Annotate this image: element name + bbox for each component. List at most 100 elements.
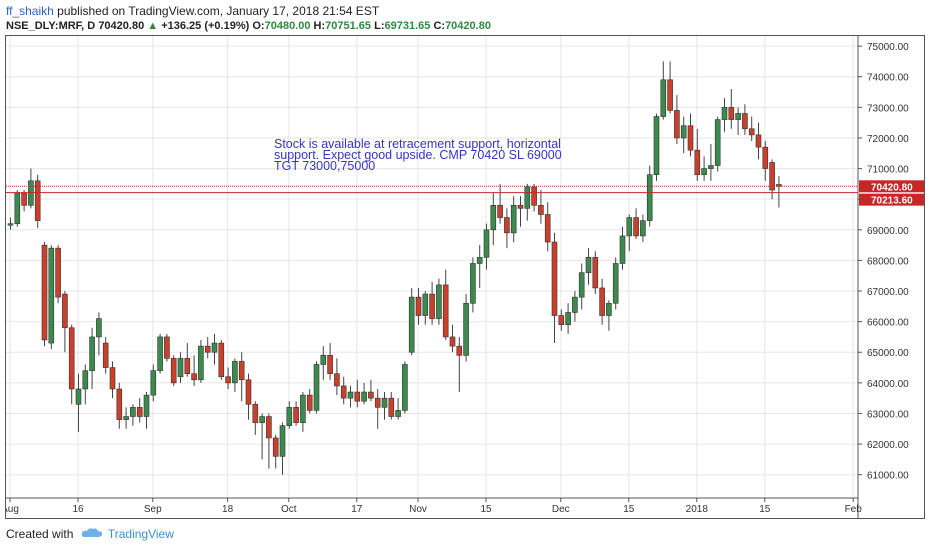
tradingview-brand-link[interactable]: TradingView xyxy=(107,527,174,541)
candle xyxy=(218,340,225,380)
candle-body xyxy=(21,192,27,206)
candle-body xyxy=(259,416,265,423)
candle xyxy=(504,208,510,249)
author-link[interactable]: ff_shaikh xyxy=(6,4,54,18)
candle xyxy=(429,281,435,325)
time-tick-label: Dec xyxy=(552,504,570,515)
symbol-name[interactable]: NSE_DLY:MRF, D xyxy=(6,20,96,32)
candle xyxy=(232,358,238,393)
candle xyxy=(572,291,578,322)
candle-body xyxy=(170,358,177,384)
price-tick-label: 68000.00 xyxy=(867,256,909,267)
candle-body xyxy=(463,302,469,356)
price-tick-label: 69000.00 xyxy=(867,226,909,237)
candle xyxy=(708,144,714,181)
price-tick-label: 72000.00 xyxy=(867,134,909,145)
candle xyxy=(354,379,361,408)
time-tick-label: 18 xyxy=(222,504,234,515)
candle xyxy=(89,327,95,389)
candle-body xyxy=(293,407,299,423)
candle xyxy=(143,392,150,429)
candle xyxy=(402,361,408,414)
annotation-line: support. Expect good upside. CMP 70420 S… xyxy=(274,148,562,162)
candle xyxy=(361,382,367,405)
candle xyxy=(517,196,524,227)
candle xyxy=(327,343,333,380)
candle-body xyxy=(266,416,272,439)
candle xyxy=(422,291,429,325)
open-label: O: xyxy=(252,20,265,32)
created-with-text: Created with xyxy=(6,527,74,541)
up-arrow-icon: ▲ xyxy=(147,20,159,32)
candle xyxy=(116,382,123,429)
price-lines xyxy=(6,185,858,194)
candle xyxy=(388,392,395,420)
candle xyxy=(279,422,286,475)
candle xyxy=(272,434,279,469)
candle-body xyxy=(748,128,755,136)
candle xyxy=(75,373,82,432)
candle xyxy=(374,388,381,429)
price-tick-label: 61000.00 xyxy=(867,471,909,482)
candle xyxy=(565,303,571,334)
chart-pane[interactable]: 75000.00 74000.00 73000.00 72000.00 71000.00… xyxy=(5,35,925,519)
candle xyxy=(660,61,667,120)
candle xyxy=(28,168,34,209)
candle xyxy=(48,245,55,350)
candle-body xyxy=(388,397,395,417)
candle-body xyxy=(415,296,422,316)
price-tick-label: 74000.00 xyxy=(867,73,909,84)
high-label: H: xyxy=(313,20,326,32)
candle xyxy=(490,193,497,246)
price-tag xyxy=(859,193,924,206)
candle-body xyxy=(619,235,626,264)
candle xyxy=(62,291,68,353)
candle xyxy=(646,165,653,227)
candle-body xyxy=(102,342,109,368)
candle xyxy=(395,398,401,420)
candle-body xyxy=(89,336,95,371)
candle xyxy=(96,312,102,356)
candle xyxy=(306,388,313,414)
candle-body xyxy=(238,361,245,381)
candle xyxy=(266,413,272,469)
candle-body xyxy=(408,296,415,353)
candle-body xyxy=(300,394,306,423)
candle-body xyxy=(62,293,68,329)
annotation-line: Stock is available at retracement suppor… xyxy=(274,137,561,151)
candle xyxy=(551,232,558,344)
chart-annotation[interactable]: Stock is available at retracement suppor… xyxy=(274,137,562,173)
candle xyxy=(599,278,605,325)
close-label: C: xyxy=(433,20,446,32)
candlestick-chart[interactable]: 75000.00 74000.00 73000.00 72000.00 71000.00… xyxy=(6,36,924,518)
candle-body xyxy=(136,407,143,417)
candle-body xyxy=(286,407,293,427)
candle-body xyxy=(41,244,48,341)
candle-body xyxy=(279,425,286,457)
candle-body xyxy=(694,149,701,175)
candle-body xyxy=(7,223,14,226)
candle xyxy=(123,407,129,429)
candle-body xyxy=(68,327,75,390)
candle-body xyxy=(109,367,116,390)
candle xyxy=(585,248,592,285)
candle xyxy=(701,156,707,181)
candle-body xyxy=(742,113,748,130)
candle xyxy=(483,223,490,270)
candle xyxy=(7,217,14,230)
candle-body xyxy=(157,336,163,371)
annotation-line: TGT 73000,75000 xyxy=(274,159,375,173)
candle xyxy=(742,104,748,135)
price-change: +136.25 (+0.19%) xyxy=(161,20,250,32)
candle-body xyxy=(14,192,21,224)
candle xyxy=(776,176,782,208)
publish-bar: ff_shaikh published on TradingView.com, … xyxy=(6,4,379,18)
candle-body xyxy=(442,284,449,338)
candle xyxy=(463,294,469,362)
candle xyxy=(748,116,755,142)
price-tags: 70420.80 70213.60 xyxy=(859,180,924,207)
candle xyxy=(470,257,476,313)
candle xyxy=(157,333,163,374)
candle xyxy=(136,398,143,423)
candle xyxy=(381,392,388,420)
